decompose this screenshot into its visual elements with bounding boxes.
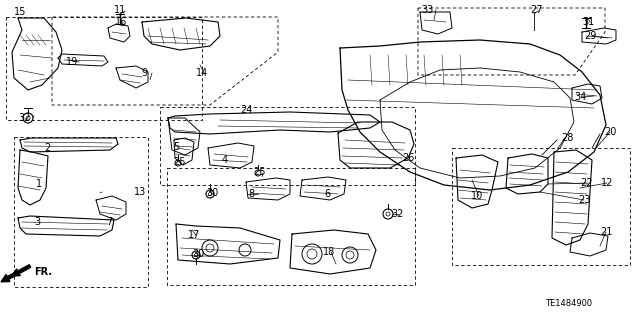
FancyArrow shape (1, 265, 31, 282)
Text: 16: 16 (115, 17, 127, 27)
Text: TE1484900: TE1484900 (545, 299, 592, 308)
Text: 18: 18 (323, 247, 335, 257)
Text: 1: 1 (36, 179, 42, 189)
Text: 4: 4 (222, 155, 228, 165)
Bar (452, 148, 630, 265)
Text: 33: 33 (421, 5, 433, 15)
Text: 25: 25 (253, 167, 266, 177)
Text: 2: 2 (44, 143, 51, 153)
Text: 13: 13 (134, 187, 147, 197)
Text: 9: 9 (141, 68, 147, 78)
Text: 15: 15 (14, 7, 26, 17)
Bar (6, 17, 202, 120)
Text: 30: 30 (206, 188, 218, 198)
Text: 3: 3 (34, 217, 40, 227)
Text: 34: 34 (574, 92, 586, 102)
Text: 32: 32 (18, 113, 30, 123)
Text: 21: 21 (600, 227, 612, 237)
Text: 12: 12 (601, 178, 613, 188)
Text: 8: 8 (248, 189, 254, 199)
Text: 28: 28 (561, 133, 573, 143)
Text: 24: 24 (240, 105, 252, 115)
Text: 17: 17 (188, 230, 200, 240)
Text: 29: 29 (584, 31, 596, 41)
Text: FR.: FR. (34, 267, 52, 277)
Text: 26: 26 (402, 153, 414, 163)
Text: 6: 6 (324, 189, 330, 199)
Text: 23: 23 (578, 195, 590, 205)
Text: 7: 7 (106, 217, 112, 227)
Text: 14: 14 (196, 68, 208, 78)
Text: 32: 32 (391, 209, 403, 219)
Text: 11: 11 (114, 5, 126, 15)
Text: 31: 31 (582, 17, 595, 27)
Text: 10: 10 (471, 191, 483, 201)
Text: 19: 19 (66, 57, 78, 67)
Text: 27: 27 (530, 5, 543, 15)
Text: 20: 20 (604, 127, 616, 137)
Text: 5: 5 (173, 142, 179, 152)
Text: 22: 22 (580, 178, 593, 188)
Bar (160, 107, 415, 185)
Text: 30: 30 (192, 249, 204, 259)
Text: 25: 25 (173, 157, 186, 167)
Bar (14, 137, 148, 287)
Bar (167, 168, 415, 285)
